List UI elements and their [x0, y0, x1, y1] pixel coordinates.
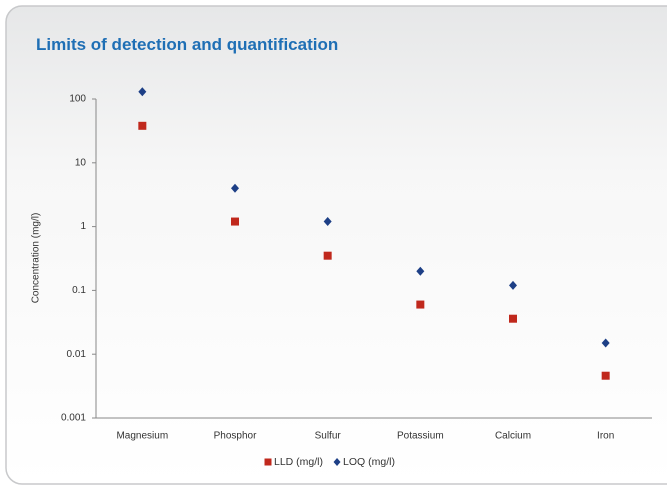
y-tick-label: 1	[80, 221, 86, 232]
square-marker	[323, 251, 332, 260]
y-tick-label: 10	[75, 157, 87, 168]
diamond-marker	[601, 338, 610, 348]
x-tick-label: Sulfur	[315, 431, 342, 442]
diamond-marker	[138, 87, 147, 97]
diamond-marker	[231, 183, 239, 193]
legend-label: LOQ (mg/l)	[343, 456, 395, 468]
y-tick-label: 100	[69, 94, 86, 105]
x-tick-label: Magnesium	[116, 431, 168, 442]
card	[5, 5, 667, 485]
square-marker	[231, 217, 239, 226]
diamond-marker	[416, 266, 425, 276]
chart-title: Limits of detection and quantification	[36, 35, 338, 54]
y-axis-label: Concentration (mg/l)	[31, 213, 42, 304]
y-tick-label: 0.1	[72, 285, 86, 296]
legend-label: LLD (mg/l)	[274, 456, 323, 468]
square-marker	[509, 314, 517, 323]
square-marker	[138, 121, 147, 130]
diamond-marker	[509, 280, 517, 290]
legend-marker	[264, 458, 272, 466]
x-tick-label: Potassium	[397, 431, 444, 442]
y-tick-label: 0.01	[67, 349, 87, 360]
square-marker	[601, 371, 610, 380]
y-tick-label: 0.001	[61, 413, 86, 424]
legend-marker	[333, 458, 341, 466]
x-tick-label: Calcium	[495, 431, 531, 442]
diamond-marker	[323, 217, 332, 227]
square-marker	[416, 300, 425, 309]
x-tick-label: Iron	[597, 431, 614, 442]
x-tick-label: Phosphor	[214, 431, 257, 442]
